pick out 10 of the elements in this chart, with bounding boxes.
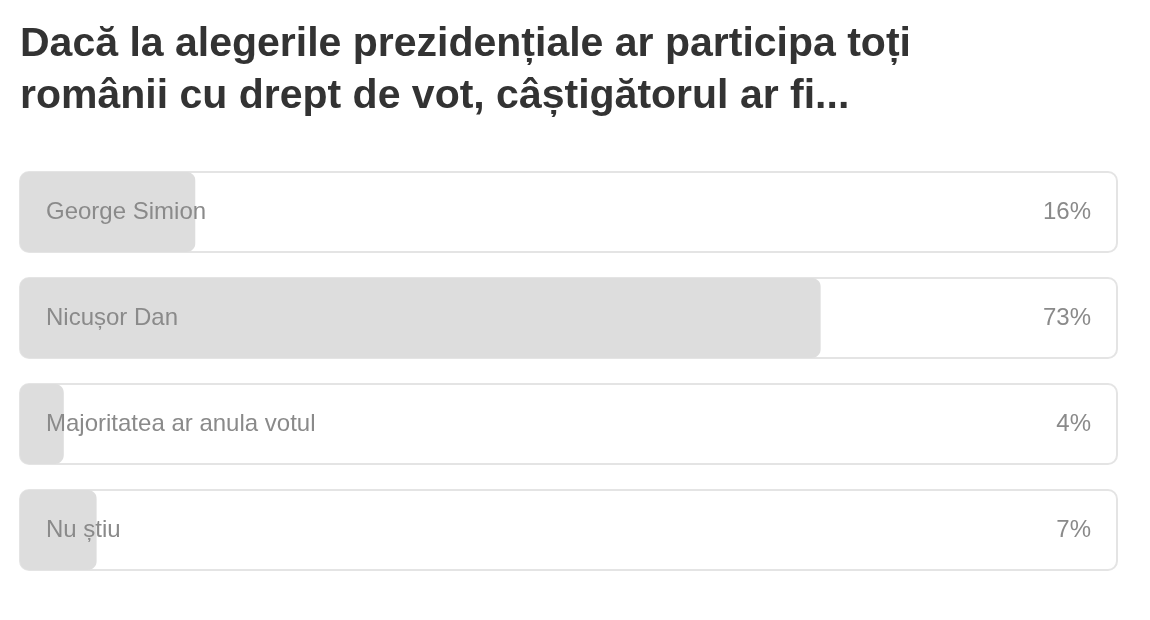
y-tick-label: Nicușor Dan bbox=[46, 303, 179, 330]
y-tick-label: Majoritatea ar anula votul bbox=[46, 409, 316, 436]
bar bbox=[20, 277, 821, 359]
data-label: 7% bbox=[1056, 515, 1091, 542]
data-label: 16% bbox=[1042, 197, 1091, 224]
y-tick-label: George Simion bbox=[46, 197, 207, 224]
data-label: 73% bbox=[1042, 303, 1091, 330]
y-tick-label: Nu știu bbox=[46, 515, 121, 542]
data-label: 4% bbox=[1056, 409, 1091, 436]
chart-title: Dacă la alegerile prezidențiale ar participa toți românii cu drept de vot, câștigătorul ar fi... bbox=[20, 18, 912, 119]
